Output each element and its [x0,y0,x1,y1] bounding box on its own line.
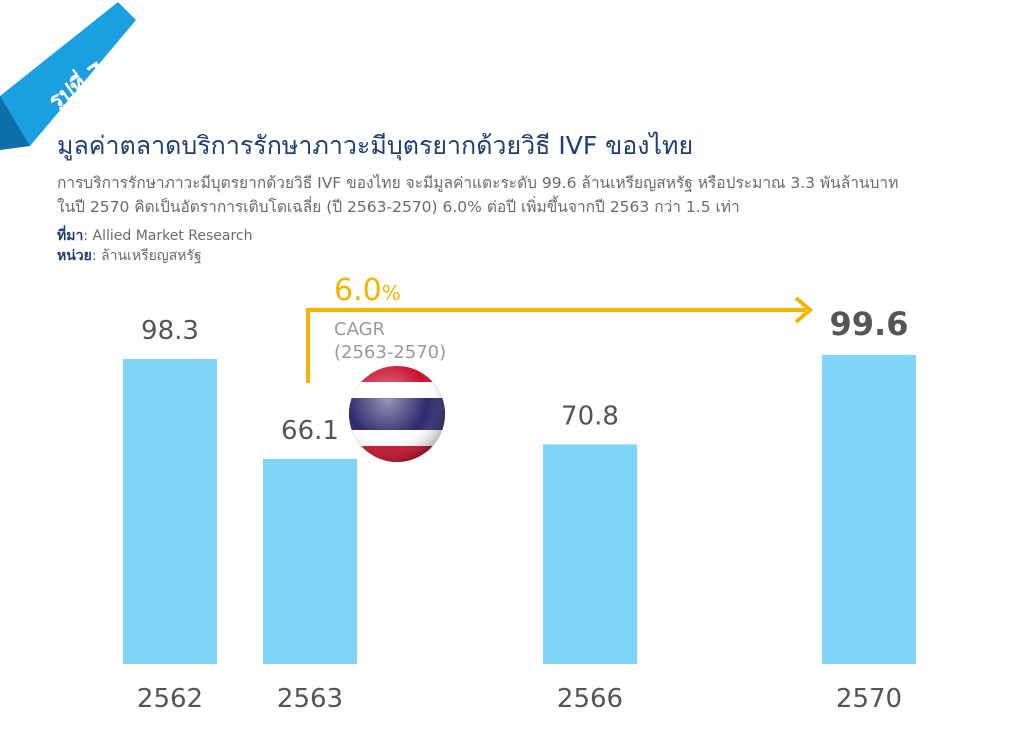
unit-label: หน่วย [57,248,92,264]
bar-2563 [263,458,357,664]
figure-ribbon [0,2,136,150]
value-label-2562: 98.3 [141,316,199,346]
thai-flag-ball-icon [349,366,445,462]
category-label-2570: 2570 [836,684,902,714]
unit-value: : ล้านเหรียญสหรัฐ [91,248,202,264]
subtitle-line-2: ในปี 2570 คิดเป็นอัตราการเติบโตเฉลี่ย (ป… [57,198,740,216]
source-value: : Allied Market Research [83,228,253,244]
cagr-arrow [306,296,814,383]
cagr-period: (2563-2570) [334,342,446,363]
cagr-value: 6.0% [334,273,401,308]
chart-subtitle: การบริการรักษาภาวะมีบุตรยากด้วยวิธี IVF … [57,171,1032,219]
category-label-2563: 2563 [277,684,343,714]
unit-note: หน่วย: ล้านเหรียญสหรัฐ [57,245,202,267]
category-label-2566: 2566 [557,684,623,714]
bar-2562 [123,359,217,664]
cagr-label: CAGR [334,319,385,340]
bar-2566 [543,444,637,664]
source-note: ที่มา: Allied Market Research [57,225,252,247]
value-label-2566: 70.8 [561,401,619,431]
chart-title: มูลค่าตลาดบริการรักษาภาวะมีบุตรยากด้วยวิ… [57,131,694,160]
source-label: ที่มา [57,228,84,244]
value-label-2570: 99.6 [830,305,909,343]
bar-2570 [822,355,916,664]
subtitle-line-1: การบริการรักษาภาวะมีบุตรยากด้วยวิธี IVF … [57,174,899,192]
category-label-2562: 2562 [137,684,203,714]
value-label-2563: 66.1 [281,416,339,446]
